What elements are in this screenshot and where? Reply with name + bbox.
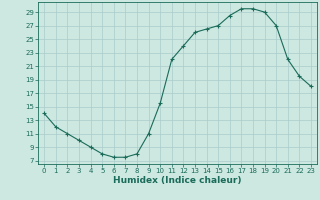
- X-axis label: Humidex (Indice chaleur): Humidex (Indice chaleur): [113, 176, 242, 185]
